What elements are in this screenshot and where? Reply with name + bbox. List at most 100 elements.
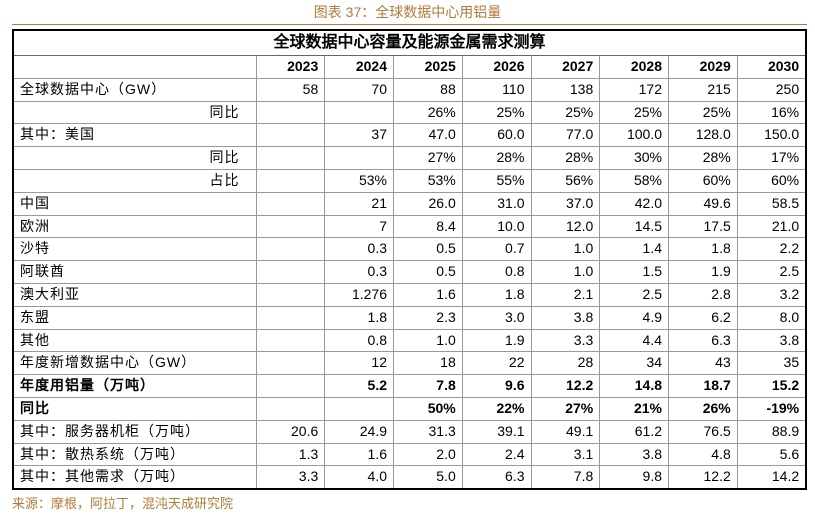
table-cell: 2.0: [393, 442, 463, 467]
table-cell: 35: [736, 351, 807, 376]
table-cell: 1.6: [324, 442, 394, 467]
table-cell: 14.5: [599, 214, 669, 239]
table-cell: 50%: [393, 396, 463, 421]
table-cell: 58%: [599, 168, 669, 193]
table-cell: 16%: [736, 100, 807, 125]
table-cell: 58.5: [736, 191, 807, 216]
table-head: 全球数据中心容量及能源金属需求测算 2023 2024 2025 2026 2027 20…: [12, 29, 807, 79]
table-cell: 10.0: [461, 214, 532, 239]
table-cell: 70: [324, 77, 394, 102]
table-cell: 2.2: [736, 237, 807, 262]
table-cell: 88: [393, 77, 463, 102]
table-cell: 58: [255, 77, 326, 102]
table-cell: 1.0: [530, 237, 601, 262]
table-cell: 128.0: [668, 123, 738, 148]
table-cell: 24.9: [324, 419, 394, 444]
table-row: 年度新增数据中心（GW） 12 18 22 28 34 43 35: [12, 351, 807, 376]
year-header: 2028: [599, 55, 669, 79]
table-cell: 1.9: [668, 260, 738, 284]
row-label: 欧洲: [12, 214, 257, 239]
row-label: 年度用铝量（万吨）: [12, 374, 257, 398]
table-cell: 49.1: [530, 419, 601, 444]
table-cell: 0.3: [324, 260, 394, 284]
table-cell: [255, 328, 326, 353]
table-cell: 12.2: [530, 374, 601, 398]
table-cell: [255, 396, 326, 421]
row-label: 阿联酋: [12, 260, 257, 284]
table-cell: 1.8: [324, 305, 394, 330]
table-cell: 1.0: [393, 328, 463, 353]
table-row: 阿联酋 0.3 0.5 0.8 1.0 1.5 1.9 2.5: [12, 260, 807, 284]
table-cell: 60.0: [461, 123, 532, 148]
table-cell: [324, 146, 394, 170]
year-header: 2026: [461, 55, 532, 79]
table-cell: 34: [599, 351, 669, 376]
row-label: 其他: [12, 328, 257, 353]
table-row: 同比 27% 28% 28% 30% 28% 17%: [12, 146, 807, 170]
table-cell: 25%: [461, 100, 532, 125]
table-cell: 21.0: [736, 214, 807, 239]
row-label: 其中：服务器机柜（万吨）: [12, 419, 257, 444]
table-cell: 8.4: [393, 214, 463, 239]
row-label: 其中：美国: [12, 123, 257, 148]
year-header: 2030: [736, 55, 807, 79]
table-body: 全球数据中心（GW） 58 70 88 110 138 172 215 250 同比 26% 25% 2…: [12, 77, 807, 490]
table-cell: 3.1: [530, 442, 601, 467]
table-cell: 0.5: [393, 260, 463, 284]
figure-title: 图表 37：全球数据中心用铝量: [313, 4, 502, 20]
table-cell: 53%: [393, 168, 463, 193]
table-cell: 0.5: [393, 237, 463, 262]
table-cell: [255, 214, 326, 239]
table-cell: 7: [324, 214, 394, 239]
table-cell: 1.6: [393, 282, 463, 307]
table-cell: 4.8: [668, 442, 738, 467]
table-cell: 49.6: [668, 191, 738, 216]
table-row: 欧洲 7 8.4 10.0 12.0 14.5 17.5 21.0: [12, 214, 807, 239]
table-cell: [255, 374, 326, 398]
table-cell: 2.4: [461, 442, 532, 467]
table-cell: 250: [736, 77, 807, 102]
table-cell: [255, 191, 326, 216]
table-cell: 26.0: [393, 191, 463, 216]
table-cell: 215: [668, 77, 738, 102]
table-cell: 2.5: [736, 260, 807, 284]
table-cell: 9.8: [599, 465, 669, 490]
table-cell: 28%: [668, 146, 738, 170]
table-cell: 25%: [668, 100, 738, 125]
row-label: 澳大利亚: [12, 282, 257, 307]
table-cell: 5.0: [393, 465, 463, 490]
row-label: 年度新增数据中心（GW）: [12, 351, 257, 376]
table-cell: 4.4: [599, 328, 669, 353]
title-rule: [12, 24, 807, 25]
row-label: 占比: [12, 168, 257, 193]
table-cell: 17%: [736, 146, 807, 170]
row-label: 沙特: [12, 237, 257, 262]
year-header: 2024: [324, 55, 394, 79]
table-row: 占比 53% 53% 55% 56% 58% 60% 60%: [12, 168, 807, 193]
table-cell: 60%: [736, 168, 807, 193]
table-cell: [255, 237, 326, 262]
table-cell: 12: [324, 351, 394, 376]
table-cell: 2.3: [393, 305, 463, 330]
table-cell: 22%: [461, 396, 532, 421]
table-cell: 3.8: [736, 328, 807, 353]
table-cell: 1.9: [461, 328, 532, 353]
table-cell: 3.0: [461, 305, 532, 330]
table-cell: [324, 100, 394, 125]
table-cell: 20.6: [255, 419, 326, 444]
table-cell: 138: [530, 77, 601, 102]
row-label: 东盟: [12, 305, 257, 330]
table-cell: 28%: [530, 146, 601, 170]
table-cell: 110: [461, 77, 532, 102]
table-cell: 14.2: [736, 465, 807, 490]
table-title: 全球数据中心容量及能源金属需求测算: [12, 29, 807, 56]
table-row: 其他 0.8 1.0 1.9 3.3 4.4 6.3 3.8: [12, 328, 807, 353]
table-cell: 26%: [393, 100, 463, 125]
table-cell: 2.1: [530, 282, 601, 307]
table-cell: 1.8: [668, 237, 738, 262]
table-cell: 27%: [530, 396, 601, 421]
table-cell: 1.8: [461, 282, 532, 307]
table-cell: 21: [324, 191, 394, 216]
table-cell: 25%: [530, 100, 601, 125]
